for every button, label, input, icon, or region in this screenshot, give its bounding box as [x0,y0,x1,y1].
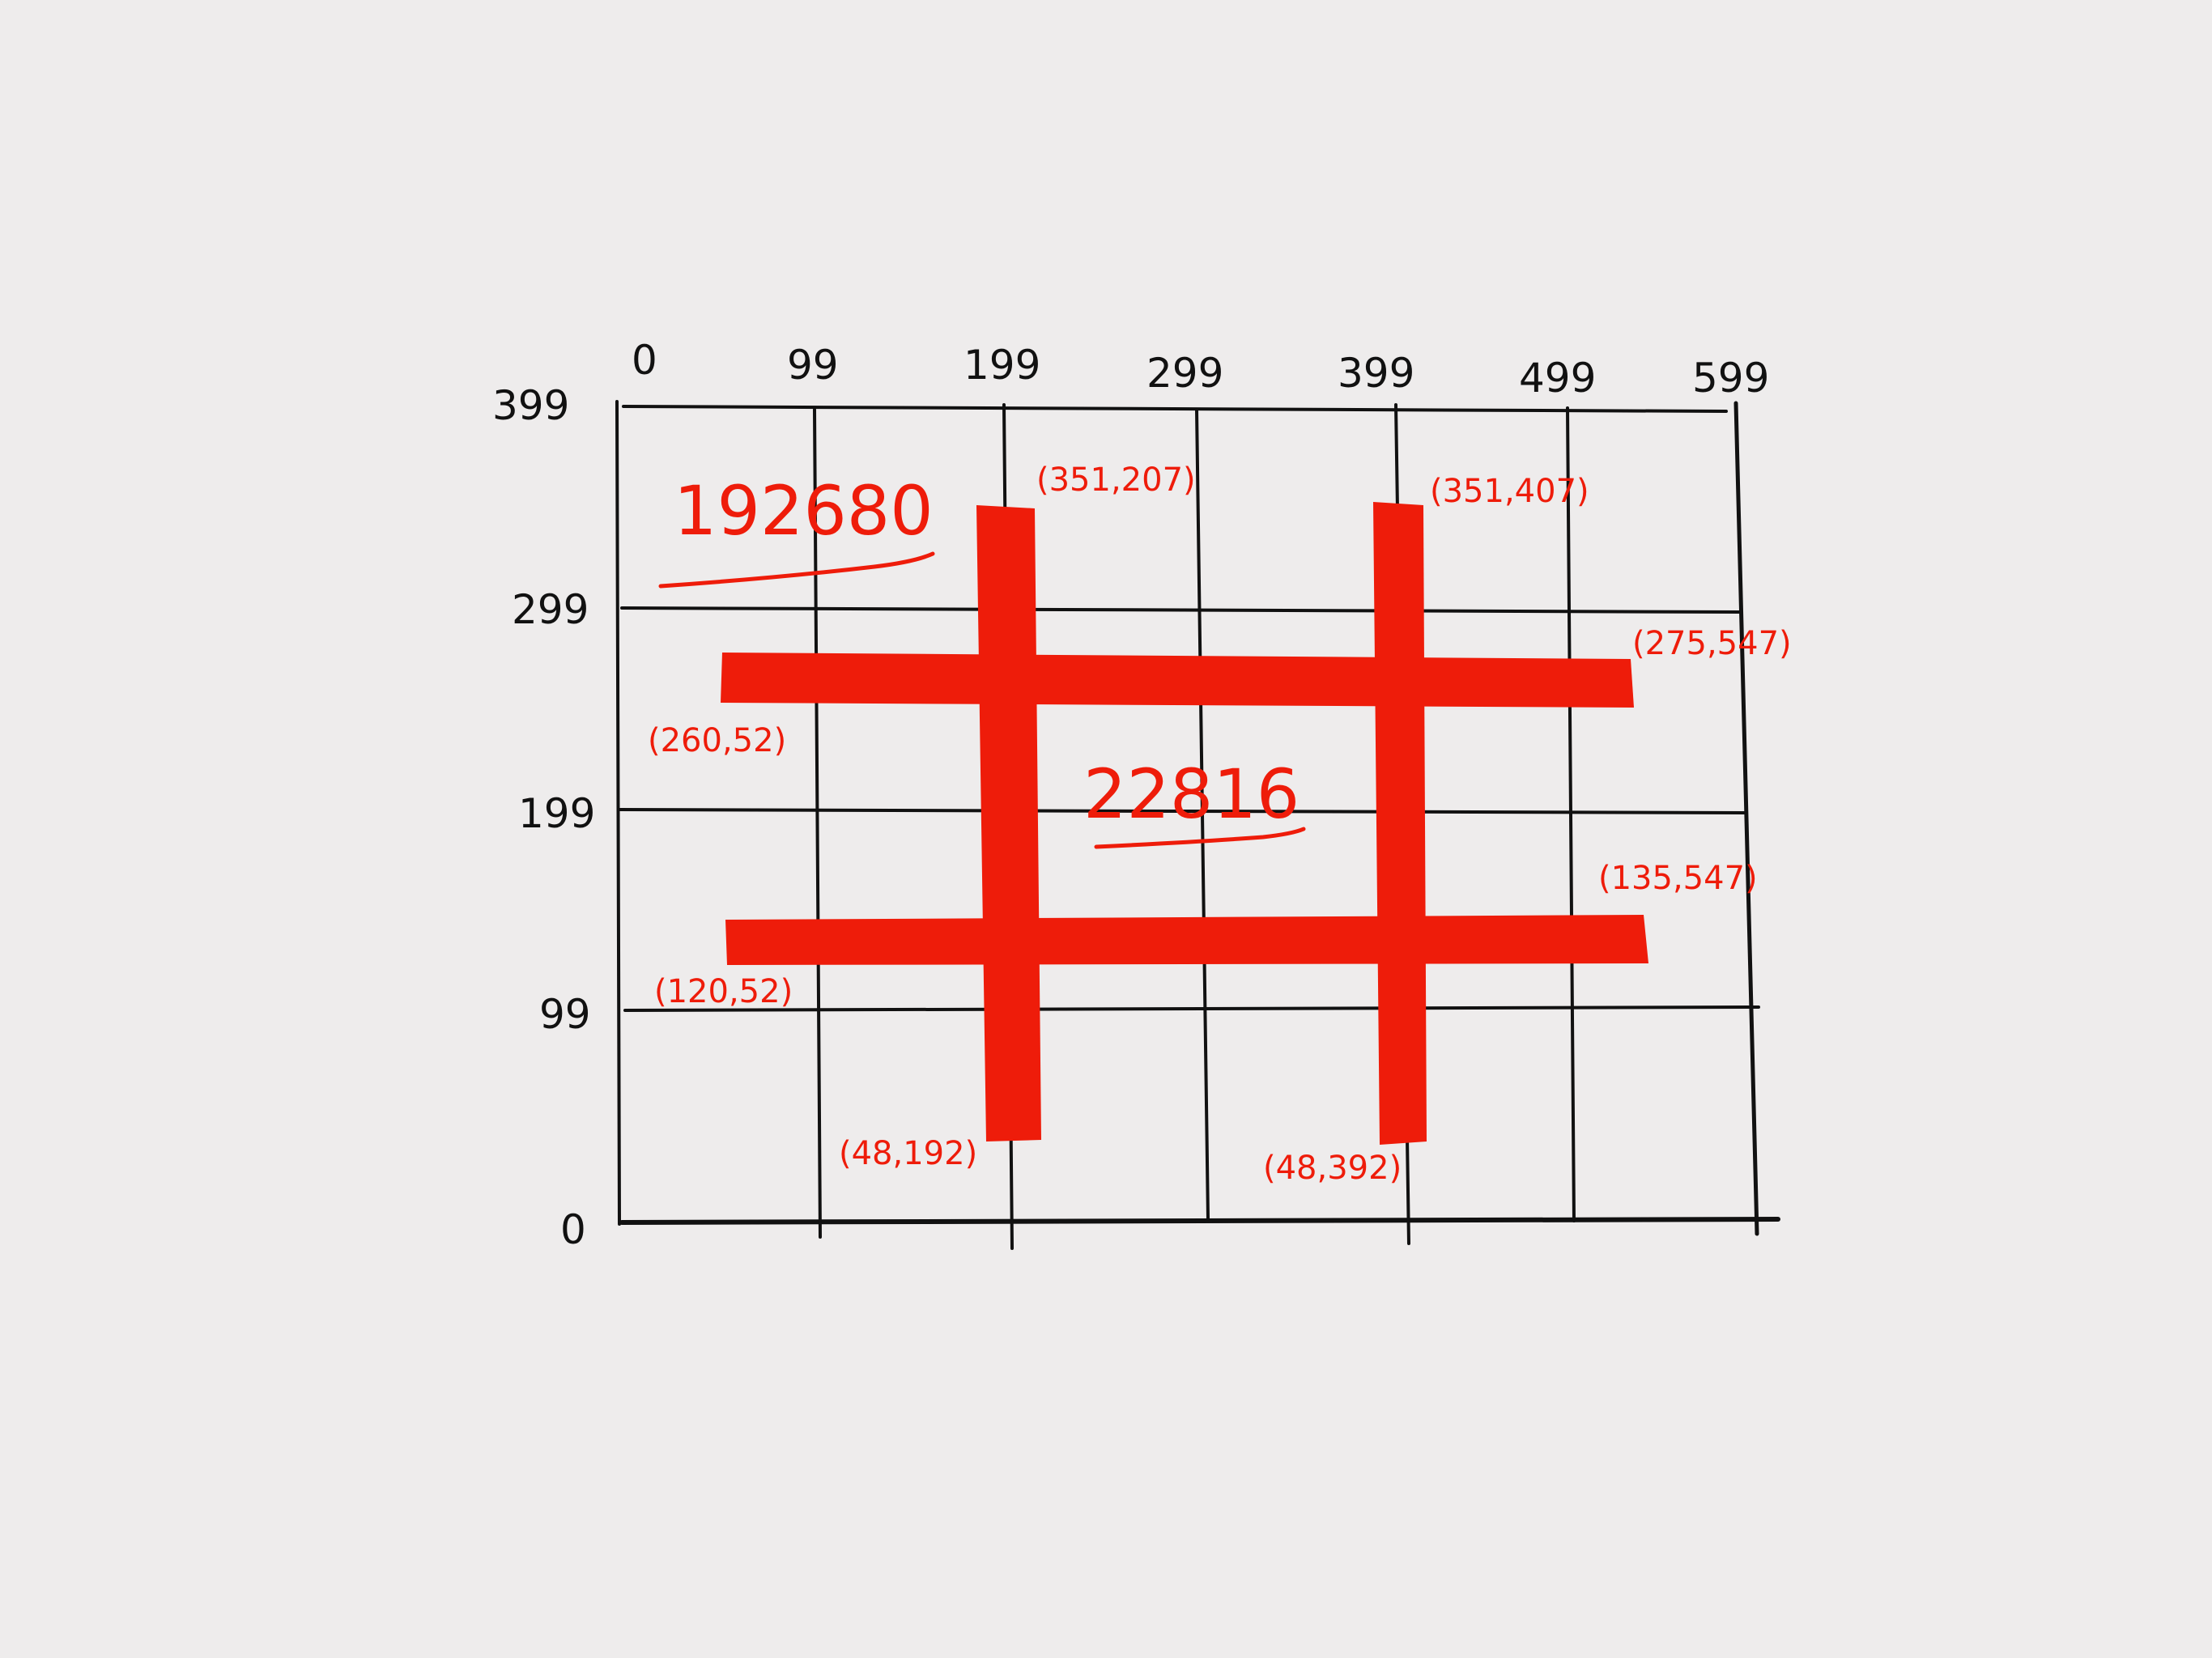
vertical-bar-left [976,505,1041,1141]
y-tick-label: 399 [492,382,569,429]
vertical-bar-right-top-coord: (351,407) [1430,473,1589,510]
outer-total: 192680 [674,471,934,551]
horizontal-bar-upper [721,653,1634,708]
horizontal-bar-upper-right-coord: (275,547) [1632,625,1792,662]
x-tick-label: 599 [1692,355,1769,402]
x-axis-labels: 0 99 199 299 399 499 599 [632,337,1769,402]
inner-total: 22816 [1083,755,1300,834]
inner-total-underline [1094,827,1306,849]
grid-line-v-99 [813,408,822,1239]
grid-line-top [622,405,1728,413]
x-tick-label: 0 [632,337,657,384]
grid-line-v-299 [1195,408,1210,1221]
y-axis-labels: 399 299 199 99 0 [492,382,595,1253]
vertical-bar-left-top-coord: (351,207) [1036,461,1196,499]
y-tick-label: 99 [539,991,591,1038]
grid-line-left-axis [615,400,621,1226]
vertical-bar-left-bottom-coord: (48,192) [839,1135,977,1172]
horizontal-bar-lower-left-coord: (120,52) [654,973,793,1010]
horizontal-bar-upper-left-coord: (260,52) [648,722,786,759]
grid-line-bottom-axis [619,1217,1780,1225]
red-bars [721,502,1648,1145]
grid-line-v-499 [1566,406,1576,1222]
vertical-bar-right-bottom-coord: (48,392) [1263,1150,1402,1187]
horizontal-bar-lower [725,915,1648,965]
x-tick-label: 499 [1519,355,1596,402]
horizontal-bar-lower-right-coord: (135,547) [1598,860,1758,897]
x-tick-label: 299 [1146,350,1223,397]
grid-line-h-299 [620,606,1741,614]
x-tick-label: 399 [1338,350,1414,397]
grid-line-h-199 [619,808,1746,814]
grid-line-v-599 [1733,401,1759,1236]
x-tick-label: 99 [787,342,839,389]
coordinate-annotations: (351,207) (48,192) (351,407) (48,392) (2… [648,461,1792,1187]
x-tick-label: 199 [963,342,1040,389]
y-tick-label: 199 [518,790,595,837]
totals: 192680 22816 [658,471,1306,849]
grid-line-h-99 [623,1005,1760,1012]
y-tick-label: 0 [560,1206,586,1253]
y-tick-label: 299 [512,586,589,633]
outer-total-underline [658,551,935,589]
vertical-bar-right [1373,502,1427,1145]
